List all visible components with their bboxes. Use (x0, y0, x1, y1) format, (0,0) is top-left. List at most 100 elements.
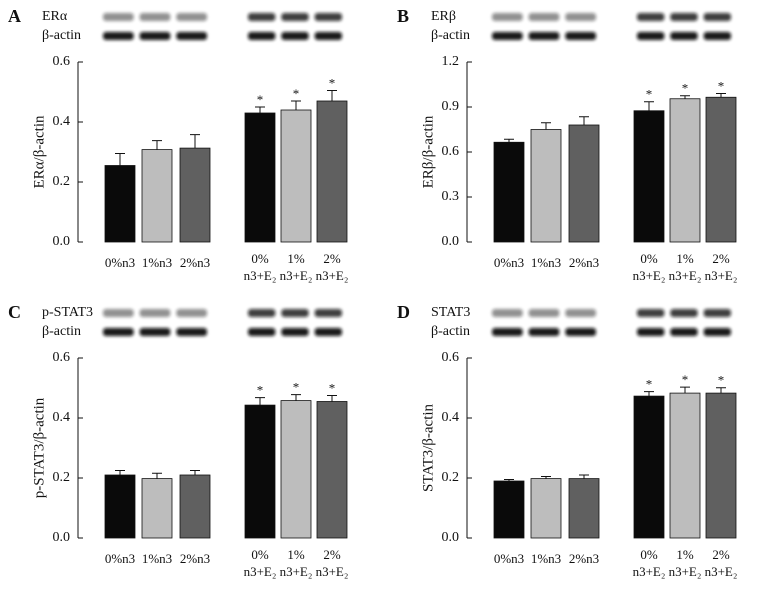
blot-band (103, 309, 134, 317)
x-tick-label: 0%n3 (493, 551, 525, 566)
blot-band (314, 13, 342, 21)
blot-band (637, 328, 665, 336)
significance-marker: * (646, 377, 653, 392)
bar (280, 400, 312, 539)
blot-band (528, 328, 560, 336)
blot-band (314, 32, 342, 40)
error-bar (504, 479, 514, 481)
blot-label: STAT3 (431, 305, 470, 320)
blot-band (176, 328, 207, 336)
blot-band (492, 309, 523, 317)
y-tick-label: 1.2 (442, 54, 460, 69)
y-tick-label: 0.2 (442, 470, 460, 485)
blot-band (565, 13, 596, 21)
blot-band (176, 32, 207, 40)
significance-marker: * (329, 75, 336, 90)
blot-band (703, 309, 731, 317)
blot-band (492, 32, 523, 40)
y-axis-label: ERβ/β-actin (420, 115, 436, 188)
bar (633, 110, 665, 243)
x-tick-label: 2% n3+E₂ (315, 251, 349, 283)
blot-band (670, 309, 698, 317)
blot-band (248, 13, 276, 21)
blot-band (670, 328, 698, 336)
blot-band (637, 13, 665, 21)
bar (530, 478, 562, 539)
blot-label: β-actin (431, 324, 470, 339)
significance-marker: * (329, 380, 336, 395)
y-tick-label: 0.6 (442, 144, 460, 159)
error-bar (190, 470, 200, 475)
y-tick-label: 0.6 (53, 350, 71, 365)
x-tick-label: 0% n3+E₂ (632, 547, 666, 579)
y-tick-label: 0.6 (53, 54, 71, 69)
bar (179, 474, 211, 539)
error-bar (644, 391, 654, 397)
x-tick-label: 2%n3 (568, 551, 600, 566)
significance-marker: * (718, 373, 725, 388)
bar (705, 96, 737, 243)
error-bar (680, 95, 690, 99)
error-bar (115, 153, 125, 166)
x-tick-label: 0%n3 (104, 255, 136, 270)
error-bar (716, 93, 726, 98)
blot-band (176, 13, 207, 21)
blot-band (103, 32, 134, 40)
x-tick-label: 2% n3+E₂ (315, 547, 349, 579)
blot-label: ERβ (431, 9, 456, 24)
y-tick-label: 0.0 (53, 234, 71, 249)
blot-band (139, 32, 171, 40)
blot-band (103, 13, 134, 21)
y-tick-label: 0.2 (53, 174, 71, 189)
panel-label: A (8, 6, 21, 26)
blot-band (637, 32, 665, 40)
bar (244, 404, 276, 539)
y-tick-label: 0.4 (53, 410, 71, 425)
blot-band (281, 309, 309, 317)
blot-band (565, 309, 596, 317)
x-tick-label: 1% n3+E₂ (279, 251, 313, 283)
blot-band (565, 328, 596, 336)
significance-marker: * (293, 86, 300, 101)
blot-band (703, 328, 731, 336)
significance-marker: * (646, 87, 653, 102)
blot-band (703, 13, 731, 21)
error-bar (579, 474, 589, 479)
bar (104, 165, 136, 243)
x-tick-label: 1% n3+E₂ (279, 547, 313, 579)
bar (705, 392, 737, 539)
bar (530, 129, 562, 243)
blot-band (670, 13, 698, 21)
error-bar (327, 90, 337, 101)
significance-marker: * (257, 92, 264, 107)
x-tick-label: 0% n3+E₂ (632, 251, 666, 283)
blot-band (528, 32, 560, 40)
blot-label: ERα (42, 9, 68, 24)
bar (316, 401, 348, 539)
significance-marker: * (257, 383, 264, 398)
bar (141, 478, 173, 539)
blot-band (103, 328, 134, 336)
error-bar (255, 106, 265, 113)
panel-label: B (397, 6, 409, 26)
y-axis-label: ERα/β-actin (31, 115, 47, 188)
x-tick-label: 1%n3 (141, 551, 173, 566)
error-bar (291, 394, 301, 401)
blot-band (139, 13, 171, 21)
significance-marker: * (718, 78, 725, 93)
blot-band (637, 309, 665, 317)
blot-band (492, 13, 523, 21)
x-tick-label: 0%n3 (493, 255, 525, 270)
blot-label: p-STAT3 (42, 305, 93, 320)
blot-band (248, 309, 276, 317)
bar (280, 109, 312, 243)
y-tick-label: 0.0 (53, 530, 71, 545)
x-tick-label: 2%n3 (179, 255, 211, 270)
error-bar (680, 386, 690, 394)
blot-band (248, 328, 276, 336)
x-tick-label: 1% n3+E₂ (668, 251, 702, 283)
bar (493, 141, 525, 243)
x-tick-label: 1%n3 (530, 551, 562, 566)
